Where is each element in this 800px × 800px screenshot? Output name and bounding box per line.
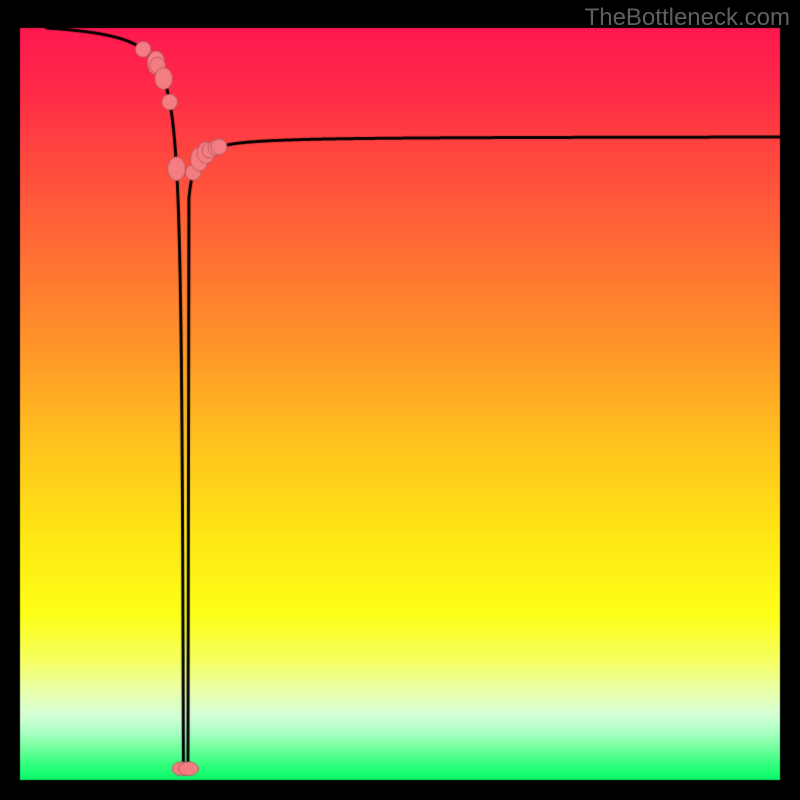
chart-stage: TheBottleneck.com — [0, 0, 800, 800]
bottleneck-chart-canvas — [0, 0, 800, 800]
